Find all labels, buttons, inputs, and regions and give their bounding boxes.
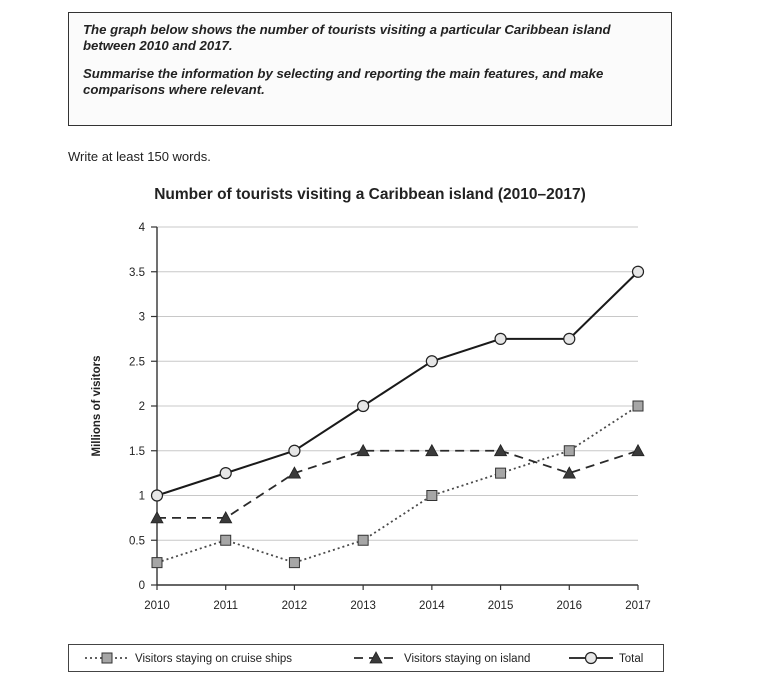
word-count-instruction: Write at least 150 words.: [68, 149, 211, 164]
data-point-series-3: [288, 444, 301, 457]
legend-label-2: Visitors staying on island: [404, 653, 530, 665]
legend-graphic: Visitors staying on cruise ships Visitors…: [85, 651, 643, 665]
data-point-series-2: [287, 466, 302, 479]
data-point-series-2: [493, 443, 508, 457]
data-point-series-1: [563, 445, 575, 457]
legend-label-3: Total: [619, 653, 643, 665]
data-point-series-1: [220, 534, 232, 546]
x-tick-label: 2010: [144, 600, 170, 612]
data-point-series-2: [425, 443, 439, 457]
data-point-series-3: [357, 399, 370, 413]
data-point-series-2: [219, 511, 233, 524]
data-point-series-3: [150, 489, 164, 502]
x-tick-label: 2015: [488, 600, 514, 612]
x-tick-label: 2014: [419, 600, 445, 612]
data-point-series-1: [151, 557, 163, 569]
y-tick-label: 0: [139, 580, 145, 592]
data-point-series-3: [494, 332, 507, 345]
y-tick-label: 3.5: [129, 267, 145, 279]
task-prompt-box: The graph below shows the number of tour…: [68, 12, 672, 126]
chart-title: Number of tourists visiting a Caribbean …: [154, 186, 586, 203]
x-tick-label: 2017: [625, 600, 651, 612]
series-line-1: [156, 405, 639, 564]
y-tick-label: 1.5: [129, 446, 145, 458]
y-axis-label: Millions of visitors: [91, 356, 103, 457]
y-tick-label: 3: [139, 312, 145, 324]
y-tick-label: 2: [139, 401, 145, 413]
x-tick-label: 2011: [213, 600, 238, 612]
legend-marker-3: [584, 651, 598, 665]
data-point-series-2: [562, 466, 576, 479]
data-point-series-2: [150, 511, 164, 524]
y-tick-label: 2.5: [129, 356, 145, 368]
series-line-2: [157, 449, 639, 519]
data-point-series-1: [632, 400, 644, 412]
data-point-series-1: [357, 534, 369, 546]
y-tick-label: 4: [139, 222, 146, 234]
y-tick-label: 1: [139, 491, 145, 503]
series-line-3: [156, 271, 639, 497]
legend-label-1: Visitors staying on cruise ships: [135, 653, 292, 665]
data-point-series-3: [563, 332, 576, 345]
x-tick-label: 2016: [556, 600, 582, 612]
x-tick-label: 2012: [282, 600, 308, 612]
data-point-series-3: [425, 355, 438, 368]
chart-legend: Visitors staying on cruise ships Visitors…: [68, 644, 664, 672]
data-point-series-1: [426, 490, 438, 501]
x-tick-label: 2013: [350, 600, 376, 612]
data-point-series-2: [631, 443, 645, 457]
legend-marker-2: [369, 651, 383, 664]
data-point-series-3: [219, 467, 232, 480]
task-instruction: Summarise the information by selecting a…: [83, 66, 604, 97]
data-point-series-2: [356, 443, 370, 457]
data-point-series-3: [631, 265, 645, 278]
data-point-series-1: [288, 557, 300, 569]
task-description: The graph below shows the number of tour…: [83, 22, 611, 53]
data-point-series-1: [495, 467, 507, 479]
y-tick-label: 0.5: [129, 535, 145, 547]
legend-marker-1: [101, 652, 113, 664]
